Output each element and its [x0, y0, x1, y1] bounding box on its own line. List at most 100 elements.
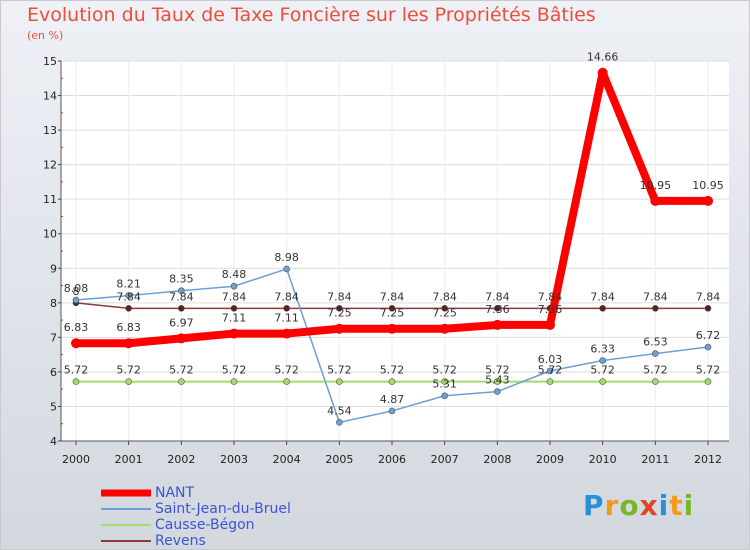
data-point	[125, 292, 132, 299]
x-tick-label: 2010	[589, 453, 617, 466]
x-tick-label: 2005	[325, 453, 353, 466]
data-label: 7.84	[380, 290, 405, 303]
data-point	[652, 305, 659, 312]
y-tick-label: 5	[50, 400, 57, 413]
data-label: 5.72	[538, 364, 563, 377]
x-tick-label: 2001	[115, 453, 143, 466]
data-label: 7.25	[380, 307, 405, 320]
data-point	[334, 323, 345, 334]
data-label: 4.87	[380, 393, 405, 406]
data-point	[229, 328, 239, 339]
data-label: 8	[73, 285, 80, 298]
x-tick-label: 2012	[694, 453, 722, 466]
legend-swatch	[101, 508, 151, 510]
data-label: 8.35	[169, 273, 194, 286]
x-tick-label: 2000	[62, 453, 90, 466]
x-tick-label: 2007	[431, 453, 459, 466]
data-point	[441, 305, 448, 312]
data-label: 4.54	[327, 404, 352, 417]
data-point	[704, 305, 712, 312]
data-point	[546, 378, 554, 385]
data-point	[388, 378, 396, 385]
data-label: 6.03	[538, 353, 563, 366]
y-tick-label: 10	[43, 228, 57, 241]
proxiti-logo: Proxiti	[583, 489, 694, 522]
data-label: 6.97	[169, 316, 194, 329]
data-point	[545, 319, 555, 330]
logo-letter: r	[604, 489, 620, 522]
x-tick-label: 2004	[273, 453, 301, 466]
data-label: 7.84	[116, 290, 141, 303]
data-label: 5.72	[64, 364, 89, 377]
data-point	[492, 319, 503, 330]
data-point	[703, 195, 713, 206]
data-point	[387, 323, 397, 334]
data-label: 7.84	[432, 290, 457, 303]
data-label: 5.72	[696, 364, 721, 377]
x-tick-label: 2006	[378, 453, 406, 466]
data-point	[230, 378, 238, 385]
legend-swatch	[101, 540, 151, 542]
data-point	[441, 378, 448, 385]
data-point	[72, 296, 80, 304]
data-label: 7.84	[590, 290, 615, 303]
data-label: 7.84	[643, 290, 668, 303]
data-label: 5.72	[116, 364, 141, 377]
data-point	[546, 367, 554, 375]
data-label: 5.72	[432, 364, 457, 377]
data-point	[494, 388, 501, 395]
logo-letter: x	[639, 489, 659, 522]
data-label: 6.83	[116, 321, 141, 334]
y-tick-label: 13	[43, 124, 57, 137]
data-label: 5.72	[169, 364, 194, 377]
data-point	[72, 378, 80, 385]
data-label: 7.25	[327, 307, 352, 320]
data-label: 5.72	[222, 364, 247, 377]
data-point	[178, 378, 185, 385]
data-label: 7.84	[538, 290, 563, 303]
data-label: 5.31	[432, 378, 457, 391]
legend-swatch	[101, 524, 151, 526]
data-point	[650, 195, 661, 206]
chart-title: Evolution du Taux de Taxe Foncière sur l…	[27, 4, 596, 26]
y-tick-label: 12	[43, 159, 57, 172]
data-label: 6.33	[590, 343, 615, 356]
data-label: 7.36	[538, 303, 563, 316]
data-label: 7.84	[485, 290, 510, 303]
data-label: 7.36	[485, 303, 510, 316]
data-point	[652, 378, 659, 385]
data-point	[599, 357, 606, 364]
data-point	[704, 378, 712, 385]
y-tick-label: 7	[50, 331, 57, 344]
data-point	[441, 392, 448, 400]
data-label: 14.66	[587, 51, 619, 64]
data-label: 5.72	[380, 364, 405, 377]
legend-label: NANT	[155, 485, 195, 501]
x-tick-label: 2009	[536, 453, 564, 466]
x-tick-label: 2003	[220, 453, 248, 466]
data-label: 5.72	[643, 364, 668, 377]
x-tick-label: 2011	[641, 453, 669, 466]
x-tick-label: 2002	[167, 453, 195, 466]
data-point	[125, 305, 132, 312]
data-point	[281, 328, 292, 339]
legend-item-revens: Revens	[101, 533, 291, 549]
data-label: 7.84	[169, 290, 194, 303]
data-label: 10.95	[692, 179, 724, 192]
grid	[61, 60, 729, 442]
data-label: 8.98	[274, 251, 299, 264]
legend-item-saint-jean-du-bruel: Saint-Jean-du-Bruel	[101, 501, 291, 517]
data-point	[283, 378, 290, 385]
data-point	[652, 350, 659, 357]
data-label: 5.72	[274, 364, 299, 377]
series-lines	[71, 67, 713, 426]
data-point	[178, 305, 185, 312]
data-label: 8.21	[116, 278, 141, 291]
legend-item-nant: NANT	[101, 485, 291, 501]
data-label: 5.72	[590, 364, 615, 377]
data-point	[599, 378, 606, 385]
y-tick-label: 11	[43, 193, 57, 206]
data-point	[125, 378, 132, 385]
data-point	[439, 323, 450, 334]
data-point	[336, 305, 343, 312]
